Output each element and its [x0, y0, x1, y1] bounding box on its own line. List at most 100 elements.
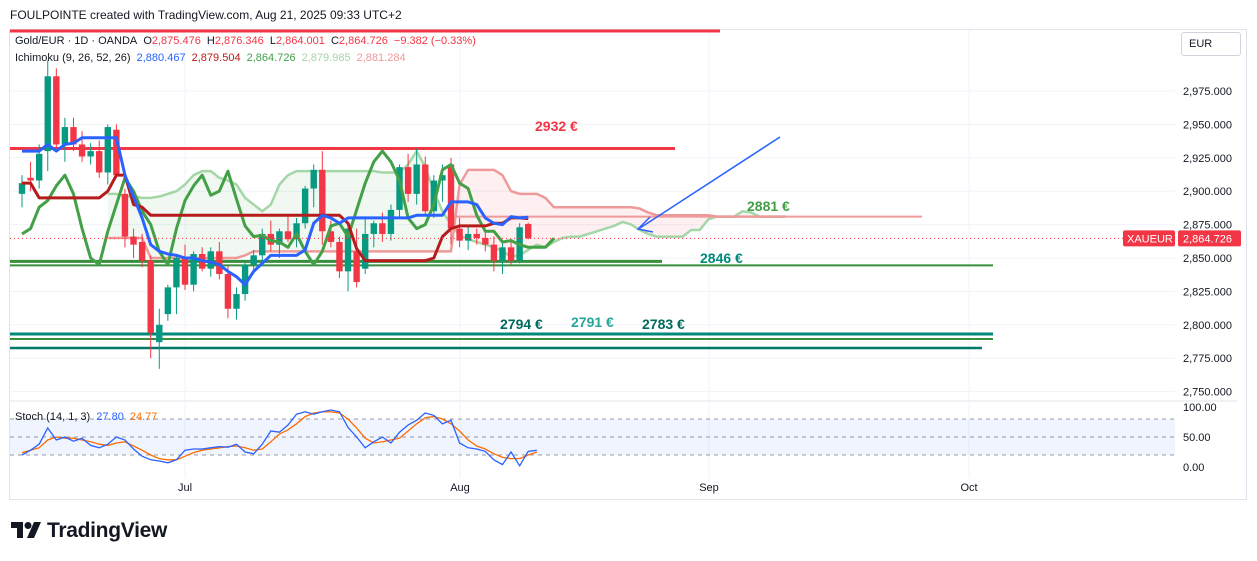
annotation-2791: 2791 € — [571, 314, 614, 330]
ichimoku-cloud-segment — [485, 169, 494, 248]
x-tick-label: Oct — [960, 482, 977, 494]
candle-body-down[interactable] — [113, 129, 120, 176]
ichimoku-legend: Ichimoku (9, 26, 52, 26) 2,880.467 2,879… — [15, 52, 409, 64]
candle-body-down[interactable] — [78, 144, 86, 157]
annotation-2846: 2846 € — [700, 250, 743, 266]
ichimoku-cloud-segment — [596, 207, 606, 232]
candle-body-down[interactable] — [490, 244, 498, 261]
ichimoku-span-a-line — [107, 149, 786, 258]
x-tick-label: Jul — [178, 482, 192, 494]
ichimoku-cloud-segment — [245, 197, 254, 256]
candle-body-down[interactable] — [96, 151, 103, 173]
stoch-legend: Stoch (14, 1, 3) 27.80 24.77 — [15, 411, 160, 423]
ichimoku-kijun-line — [22, 173, 529, 263]
tradingview-logo: TradingView — [11, 519, 167, 543]
stoch-label[interactable]: Stoch (14, 1, 3) — [15, 411, 91, 423]
candle-body-down[interactable] — [224, 274, 232, 309]
stoch-y-tick-label: 100.00 — [1183, 402, 1217, 414]
candle-body-down[interactable] — [422, 164, 429, 212]
candle-body-down[interactable] — [447, 164, 455, 229]
candle-body-up[interactable] — [499, 247, 506, 261]
ichimoku-cloud-segment — [674, 215, 683, 237]
candle-body-down[interactable] — [319, 169, 326, 232]
candle-body-down[interactable] — [138, 241, 146, 261]
candle-body-down[interactable] — [53, 76, 60, 145]
open-value: 2,875.476 — [151, 35, 201, 47]
ichimoku-cloud-segment — [545, 197, 554, 248]
candle-body-down[interactable] — [507, 247, 515, 261]
candle-body-up[interactable] — [241, 264, 249, 295]
x-tick-label: Aug — [450, 482, 470, 494]
ichimoku-cloud-segment — [562, 207, 572, 238]
candle-body-down[interactable] — [404, 167, 412, 194]
ichimoku-cloud-segment — [553, 207, 563, 242]
candle-body-down[interactable] — [379, 223, 386, 234]
candle-body-down[interactable] — [27, 177, 34, 181]
ichimoku-cloud-segment — [691, 215, 700, 230]
candle-body-up[interactable] — [276, 231, 283, 245]
candle-body-down[interactable] — [327, 231, 335, 242]
candle-body-down[interactable] — [336, 241, 343, 272]
candle-body-down[interactable] — [456, 228, 463, 241]
candle-body-up[interactable] — [104, 127, 111, 173]
candle-body-up[interactable] — [233, 294, 240, 309]
candle-body-up[interactable] — [156, 324, 163, 343]
chart-header: FOULPOINTE created with TradingView.com,… — [10, 8, 402, 22]
candle-body-up[interactable] — [190, 253, 197, 285]
candle-body-down[interactable] — [70, 127, 77, 145]
candle-body-up[interactable] — [207, 251, 214, 269]
candle-body-down[interactable] — [147, 260, 154, 333]
candle-body-up[interactable] — [164, 287, 172, 315]
y-tick-label: 2,875.000 — [1183, 220, 1232, 232]
y-tick-label: 2,975.000 — [1183, 86, 1232, 98]
candle-body-down[interactable] — [284, 231, 292, 240]
candle-body-up[interactable] — [18, 183, 26, 194]
candle-body-up[interactable] — [464, 233, 472, 241]
candle-body-up[interactable] — [173, 258, 180, 288]
stoch-y-tick-label: 50.00 — [1183, 432, 1211, 444]
candle-body-up[interactable] — [370, 223, 377, 234]
candle-body-up[interactable] — [87, 151, 94, 157]
candle-body-up[interactable] — [396, 167, 403, 210]
candle-body-up[interactable] — [61, 127, 69, 145]
trend-arrow-line[interactable] — [639, 136, 781, 229]
candle-body-up[interactable] — [344, 228, 352, 272]
candle-body-up[interactable] — [310, 169, 317, 189]
annotation-2783: 2783 € — [642, 316, 685, 332]
y-tick-label: 2,775.000 — [1183, 353, 1232, 365]
candle-body-down[interactable] — [121, 193, 129, 237]
close-label: C — [330, 35, 339, 47]
stoch-y-tick-label: 0.00 — [1183, 462, 1204, 474]
candle-body-down[interactable] — [482, 237, 489, 245]
candle-body-up[interactable] — [35, 153, 43, 181]
candle-body-up[interactable] — [293, 223, 300, 240]
candle-body-up[interactable] — [387, 209, 395, 234]
candle-body-up[interactable] — [250, 255, 257, 265]
candle-body-down[interactable] — [353, 251, 360, 283]
y-tick-label: 2,800.000 — [1183, 320, 1232, 332]
candle-body-down[interactable] — [525, 223, 532, 239]
stoch-d-line — [21, 411, 538, 461]
candle-body-up[interactable] — [430, 180, 438, 212]
candle-body-up[interactable] — [362, 233, 369, 269]
price-tag-value-box — [1178, 230, 1241, 247]
span-a-value: 2,879.985 — [301, 52, 351, 64]
currency-selector[interactable]: EUR — [1181, 32, 1241, 56]
candle-body-up[interactable] — [439, 175, 446, 181]
span-b-value: 2,881.284 — [356, 52, 406, 64]
symbol-label[interactable]: Gold/EUR · 1D · OANDA — [15, 35, 138, 47]
ichimoku-label[interactable]: Ichimoku (9, 26, 52, 26) — [15, 52, 131, 64]
candle-body-up[interactable] — [259, 233, 266, 256]
candle-body-up[interactable] — [44, 76, 51, 152]
candle-body-down[interactable] — [216, 251, 223, 275]
annotation-2932: 2932 € — [535, 118, 578, 134]
stoch-d-value: 24.77 — [129, 411, 158, 423]
price-tag-symbol-box — [1123, 230, 1175, 247]
candle-body-up[interactable] — [301, 188, 309, 224]
candle-body-down[interactable] — [473, 233, 480, 238]
ichimoku-cloud-segment — [571, 207, 580, 237]
candle-body-up[interactable] — [413, 164, 420, 194]
candle-body-down[interactable] — [130, 236, 137, 245]
candle-body-down[interactable] — [181, 258, 189, 285]
